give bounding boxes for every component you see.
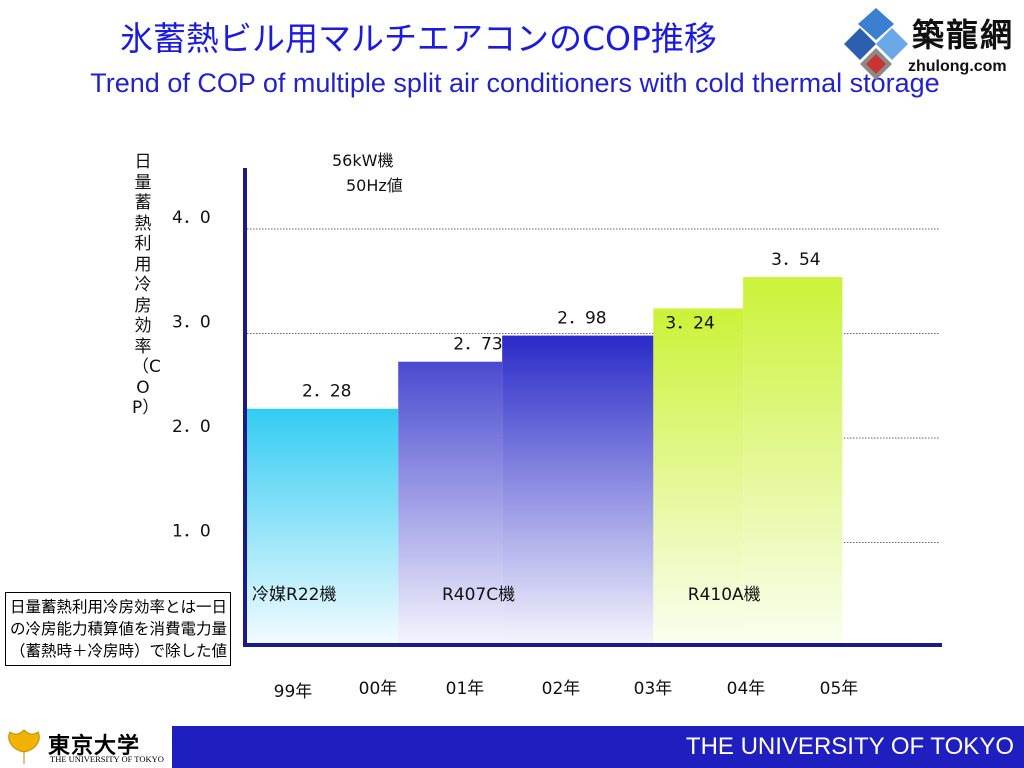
- bar: [247, 408, 399, 643]
- bar-value-label: 3．24: [665, 313, 714, 333]
- y-tick-label: 3．0: [172, 313, 211, 333]
- chart-spec-label: 56kW機: [332, 151, 393, 170]
- zhulong-logo-en: zhulong.com: [908, 58, 1007, 75]
- x-tick-label: 99年: [274, 682, 313, 702]
- zhulong-emblem-icon: [844, 8, 908, 80]
- refrigerant-label: 冷媒R22機: [252, 585, 336, 605]
- university-name: THE UNIVERSITY OF TOKYO: [685, 733, 1014, 760]
- y-tick-label: 2．0: [172, 417, 211, 437]
- footer-bar: 東京大学 THE UNIVERSITY OF TOKYO THE UNIVERS…: [0, 726, 1024, 768]
- university-logo-japanese: 東京大学: [48, 733, 141, 759]
- x-tick-label: 02年: [542, 679, 581, 699]
- bar: [398, 361, 503, 643]
- bar: [653, 308, 744, 643]
- bar: [743, 277, 843, 643]
- y-tick-label: 1．0: [172, 522, 211, 542]
- bar-value-label: 3．54: [771, 250, 820, 270]
- y-axis-label: 日量蓄熱利用冷房効率（COP）: [132, 152, 161, 418]
- ginkgo-leaf-icon: [8, 729, 40, 764]
- cop-definition-note: 日量蓄熱利用冷房効率とは一日の冷房能力積算値を消費電力量（蓄熱時＋冷房時）で除し…: [5, 592, 231, 666]
- x-tick-label: 03年: [634, 679, 673, 699]
- x-tick-label: 01年: [446, 679, 485, 699]
- cop-bar-chart: 1．0 2．0 3．0 4．0 2．28 2．73 2．98 3．24 3．54 56kW機 50H…: [172, 151, 942, 702]
- x-tick-label: 04年: [727, 679, 766, 699]
- refrigerant-label: R410A機: [688, 585, 761, 605]
- zhulong-logo-cn: 築龍網: [912, 16, 1015, 54]
- y-tick-label: 4．0: [172, 208, 211, 228]
- x-tick-label: 00年: [359, 679, 398, 699]
- page-title-english: Trend of COP of multiple split air condi…: [90, 68, 940, 98]
- footer-band: THE UNIVERSITY OF TOKYO: [172, 726, 1024, 768]
- chart-spec-label: 50Hz値: [346, 176, 403, 195]
- bar-value-label: 2．28: [302, 382, 351, 402]
- university-logo: 東京大学 THE UNIVERSITY OF TOKYO: [0, 726, 172, 768]
- bar-value-label: 2．98: [557, 309, 606, 329]
- page-title-japanese: 氷蓄熱ビル用マルチエアコンのCOP推移: [120, 19, 717, 58]
- x-tick-label: 05年: [820, 679, 859, 699]
- university-logo-english: THE UNIVERSITY OF TOKYO: [50, 754, 164, 764]
- bar-value-label: 2．73: [453, 335, 502, 355]
- bar: [502, 335, 654, 643]
- zhulong-logo: 築龍網 zhulong.com: [842, 4, 1022, 96]
- refrigerant-label: R407C機: [442, 585, 515, 605]
